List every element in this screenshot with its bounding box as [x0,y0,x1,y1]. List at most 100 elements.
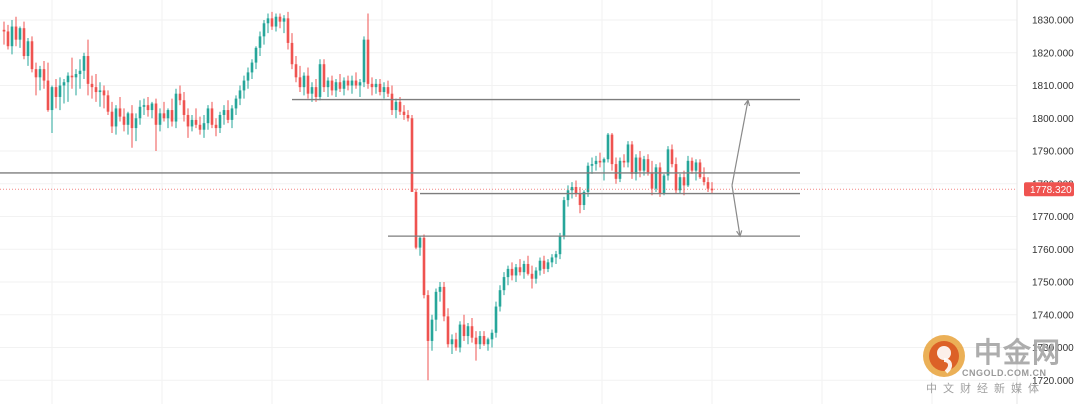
candle-body [374,83,378,88]
candle-body [250,62,254,73]
candle [198,116,202,135]
candle [94,74,98,102]
candle [10,20,14,55]
candle-body [378,83,382,93]
candle [174,88,178,129]
candle [58,77,62,111]
candle [154,98,158,151]
candle-body [46,80,50,111]
candle [530,265,534,289]
candle-body [606,134,610,160]
candle [66,72,70,102]
candle-body [94,87,98,93]
candle [422,234,426,299]
candle-body [50,87,54,111]
candle [142,98,146,115]
candle [194,108,198,129]
candle-body [90,83,94,88]
candle-body [82,56,86,71]
candle [466,322,470,345]
candle [290,33,294,70]
candle-body [30,41,34,70]
candle [306,67,310,99]
candle [606,132,610,163]
candle-body [658,167,662,194]
candle-body [406,114,410,119]
candle-body [322,64,326,88]
projection-arrow[interactable] [731,185,743,238]
candle [454,332,458,351]
candle [18,26,22,48]
candle-body [602,159,606,163]
candle-body [402,111,406,115]
price-axis[interactable]: 1830.000 1820.000 1810.000 1800.000 1790.000… [1016,0,1080,404]
candle [642,155,646,176]
candle [490,329,494,348]
candle-body [346,80,350,86]
candle [138,100,142,125]
candle-body [226,110,230,120]
candle [202,114,206,138]
candle [554,250,558,264]
candle [514,263,518,282]
candle-body [554,254,558,258]
candle-body [290,42,294,65]
projection-arrows[interactable] [731,98,751,238]
candle-body [126,113,130,125]
candle [474,331,478,361]
projection-arrow[interactable] [731,98,751,186]
candle [262,20,266,45]
candle-body [294,64,298,78]
candle-body [2,29,6,32]
candle [326,77,330,97]
candle-body [150,103,154,111]
candle-body [662,175,666,194]
candle-body [394,101,398,111]
candle [430,314,434,351]
arrow-head [736,230,743,238]
candle-body [270,18,274,27]
candle-body [218,114,222,129]
candle-body [286,18,290,43]
candle-body [354,80,358,86]
candle [634,154,638,181]
candle-body [194,119,198,125]
candle-body [610,134,614,165]
candle [246,67,250,89]
candle-body [102,90,106,96]
candle-body [650,172,654,189]
candle [354,72,358,89]
candle [286,11,290,50]
candle-body [330,80,334,91]
candle-body [430,319,434,341]
candle-body [678,177,682,191]
candle [622,154,626,168]
candle [182,92,186,122]
candle-body [342,80,346,89]
candle [526,255,530,276]
candle [658,162,662,197]
candle-body [114,108,118,127]
candle [614,157,618,184]
candle-body [642,159,646,171]
candle-body [398,101,402,112]
candle [234,95,238,115]
candle-body [386,87,390,94]
candle [186,108,190,138]
candle [50,85,54,133]
candle [6,24,10,50]
candle [522,260,526,279]
candle [102,85,106,109]
candle-body [558,236,562,255]
horizontal-levels[interactable] [0,98,1017,237]
candle [258,31,262,57]
candle-body [214,124,218,129]
candle-body [482,336,486,345]
candle [654,164,658,192]
candle [382,82,386,99]
candle-body [74,74,78,78]
candle [346,75,350,91]
price-tick-label: 1760.000 [1032,245,1074,256]
